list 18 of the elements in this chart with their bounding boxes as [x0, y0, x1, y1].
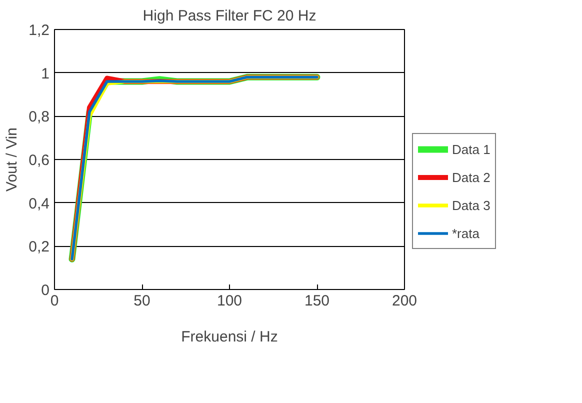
chart-title: High Pass Filter FC 20 Hz [142, 8, 316, 24]
x-tick-label: 100 [216, 292, 242, 310]
y-tick-label: 0,8 [28, 108, 50, 126]
legend-label: Data 2 [452, 170, 490, 184]
y-tick-label: 0,2 [28, 238, 50, 256]
y-tick-label: 1 [41, 65, 50, 82]
y-axis-title: Vout / Vin [4, 128, 21, 192]
x-tick-label: 50 [134, 292, 150, 310]
y-tick-label: 0,4 [28, 195, 50, 212]
x-axis-title: Frekuensi / Hz [181, 328, 278, 346]
x-tick-label: 200 [392, 292, 418, 310]
y-tick-label: 0 [41, 282, 50, 299]
legend-label: Data 3 [452, 198, 490, 212]
legend-label: Data 1 [452, 142, 490, 156]
x-tick-label: 150 [304, 292, 330, 310]
legend-label: *rata [452, 226, 480, 240]
y-tick-label: 1,2 [28, 22, 50, 39]
y-tick-label: 0,6 [28, 152, 50, 169]
